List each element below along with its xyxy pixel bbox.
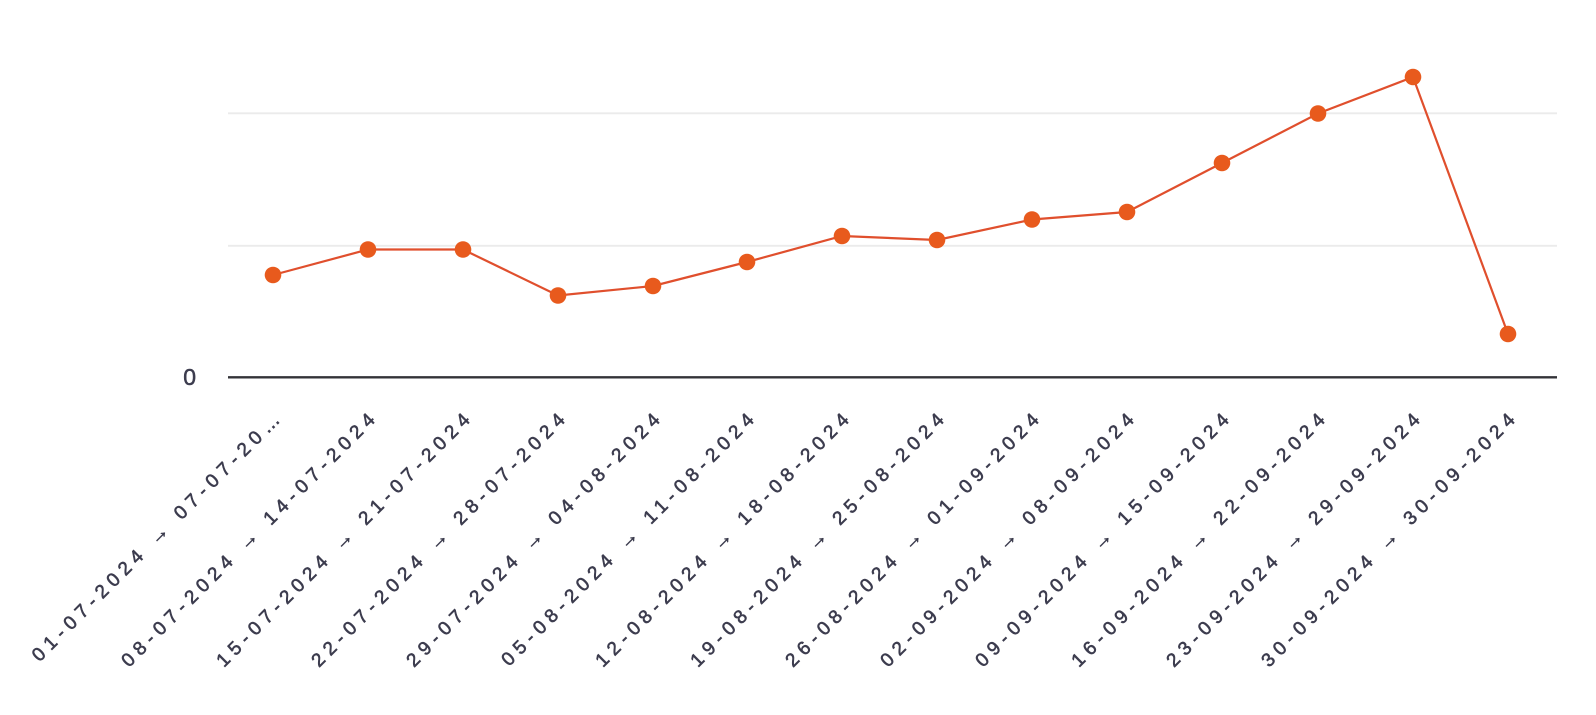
svg-text:0: 0	[183, 364, 196, 390]
